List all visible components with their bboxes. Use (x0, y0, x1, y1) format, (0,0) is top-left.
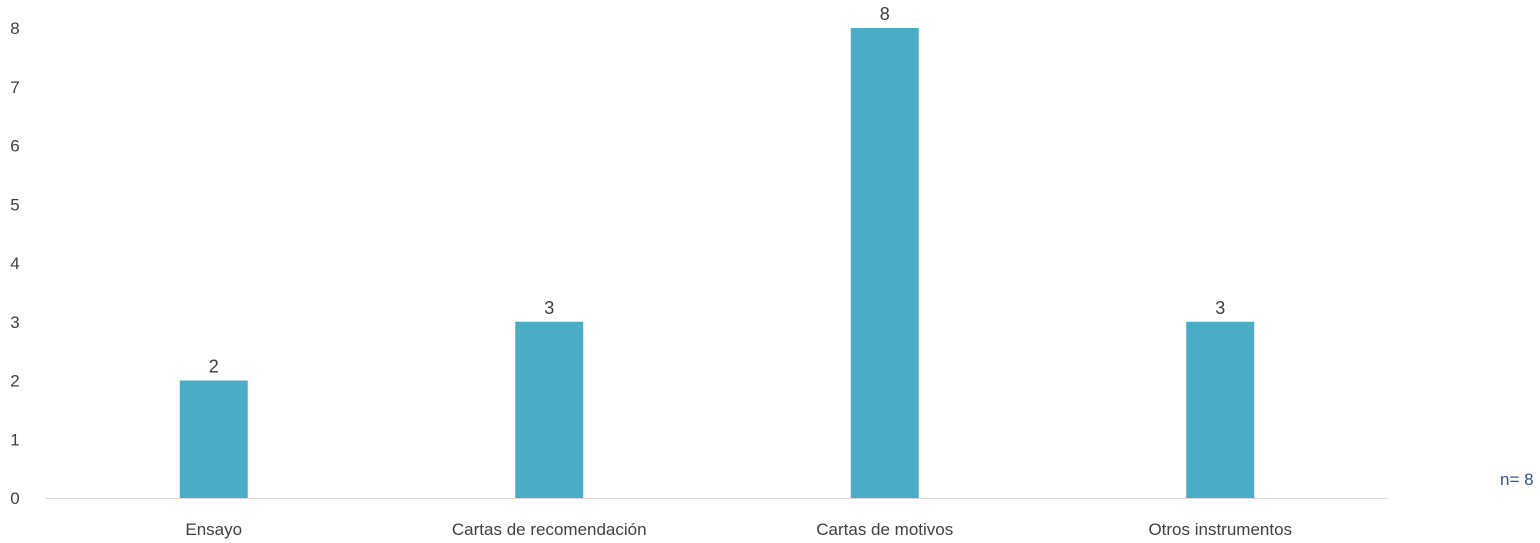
y-tick-label: 4 (10, 254, 19, 273)
x-tick-label: Cartas de recomendación (452, 520, 647, 539)
bars (179, 28, 1255, 498)
y-tick-label: 2 (10, 372, 19, 391)
data-label: 3 (544, 298, 554, 318)
y-tick-label: 0 (10, 489, 19, 508)
y-tick-label: 6 (10, 137, 19, 156)
data-label: 8 (880, 4, 890, 24)
x-tick-label: Ensayo (185, 520, 242, 539)
y-tick-label: 3 (10, 313, 19, 332)
data-label: 3 (1215, 298, 1225, 318)
sample-size-note: n= 8 (1500, 470, 1534, 489)
data-labels: 2 3 8 3 (209, 4, 1226, 377)
y-tick-label: 1 (10, 430, 19, 449)
y-tick-label: 8 (10, 19, 19, 38)
data-label: 2 (209, 357, 219, 377)
x-tick-label: Otros instrumentos (1148, 520, 1292, 539)
x-tick-label: Cartas de motivos (816, 520, 953, 539)
y-axis-ticks: 0 1 2 3 4 5 6 7 8 (10, 19, 19, 508)
bar (179, 380, 248, 498)
bar (1186, 321, 1255, 498)
y-tick-label: 5 (10, 195, 19, 214)
bar (850, 28, 919, 498)
x-axis-categories: Ensayo Cartas de recomendación Cartas de m… (185, 520, 1292, 539)
y-tick-label: 7 (10, 78, 19, 97)
bar (515, 321, 584, 498)
